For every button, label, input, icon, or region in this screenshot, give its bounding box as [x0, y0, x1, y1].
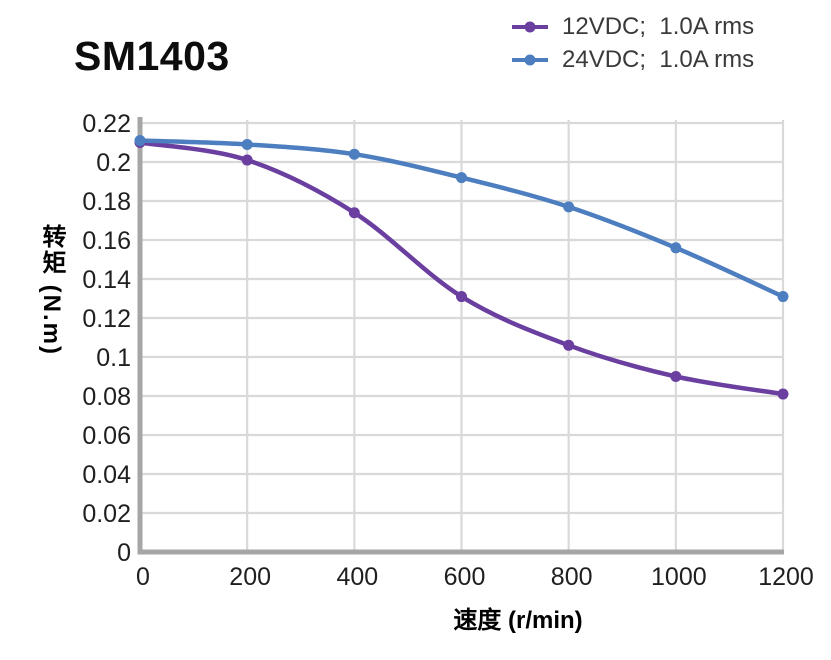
y-tick-label: 0.08	[82, 383, 131, 411]
data-point-series-1	[563, 201, 575, 213]
y-tick-label: 0.06	[82, 422, 131, 450]
y-axis-title: 转矩 (N.m)	[38, 224, 65, 356]
y-tick-label: 0	[117, 539, 131, 567]
y-tick-label: 0.1	[96, 344, 131, 372]
data-point-series-0	[241, 154, 253, 166]
x-tick-label: 400	[336, 563, 378, 591]
data-point-series-0	[348, 207, 360, 219]
legend-label: 24VDC; 1.0A rms	[562, 46, 755, 73]
x-tick-label: 200	[229, 563, 271, 591]
data-point-series-1	[134, 135, 146, 147]
data-point-series-1	[670, 242, 682, 254]
y-tick-label: 0.12	[82, 305, 131, 333]
x-tick-label: 600	[444, 563, 486, 591]
data-point-series-1	[348, 148, 360, 160]
data-point-series-1	[777, 291, 789, 303]
legend-item-1: 24VDC; 1.0A rms	[511, 46, 755, 73]
y-tick-label: 0.16	[82, 227, 131, 255]
legend-label: 12VDC; 1.0A rms	[562, 13, 755, 40]
y-tick-label: 0.2	[96, 149, 131, 177]
chart-legend: 12VDC; 1.0A rms 24VDC; 1.0A rms	[511, 13, 755, 73]
data-point-series-1	[241, 138, 253, 150]
y-tick-label: 0.02	[82, 500, 131, 528]
y-tick-label: 0.04	[82, 461, 131, 489]
x-tick-label: 1200	[758, 563, 814, 591]
chart-title: SM1403	[74, 33, 230, 79]
y-tick-label: 0.18	[82, 188, 131, 216]
data-point-series-0	[563, 339, 575, 351]
x-tick-label: 1000	[651, 563, 707, 591]
legend-marker-icon	[512, 21, 548, 33]
y-tick-label: 0.14	[82, 266, 131, 294]
legend-marker-icon	[512, 54, 548, 66]
legend-item-0: 12VDC; 1.0A rms	[511, 13, 755, 40]
data-point-series-1	[456, 172, 467, 184]
x-tick-label: 800	[551, 563, 593, 591]
data-point-series-0	[777, 388, 789, 400]
data-point-series-0	[670, 371, 682, 382]
data-point-series-0	[456, 291, 467, 303]
x-tick-label: 0	[136, 563, 150, 591]
y-tick-label: 0.22	[82, 110, 131, 138]
x-axis-title: 速度 (r/min)	[453, 607, 583, 634]
